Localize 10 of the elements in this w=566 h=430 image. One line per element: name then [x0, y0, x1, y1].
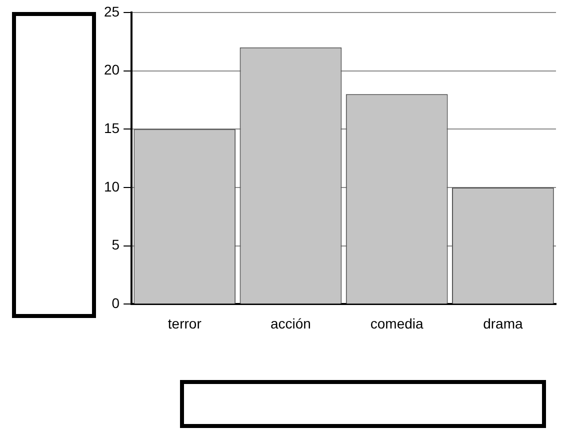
x-tick-label: drama [483, 315, 523, 332]
x-tick-label: terror [168, 315, 202, 332]
y-tick-label: 10 [104, 178, 120, 194]
y-tick-label: 25 [104, 3, 120, 20]
y-tick-label: 5 [112, 236, 120, 253]
y-tick-label: 0 [112, 295, 120, 312]
x-tick-label: comedia [370, 315, 424, 332]
y-tick-label: 20 [104, 62, 120, 78]
x-tick-label: acción [270, 315, 311, 332]
y-tick-label: 15 [104, 120, 120, 136]
